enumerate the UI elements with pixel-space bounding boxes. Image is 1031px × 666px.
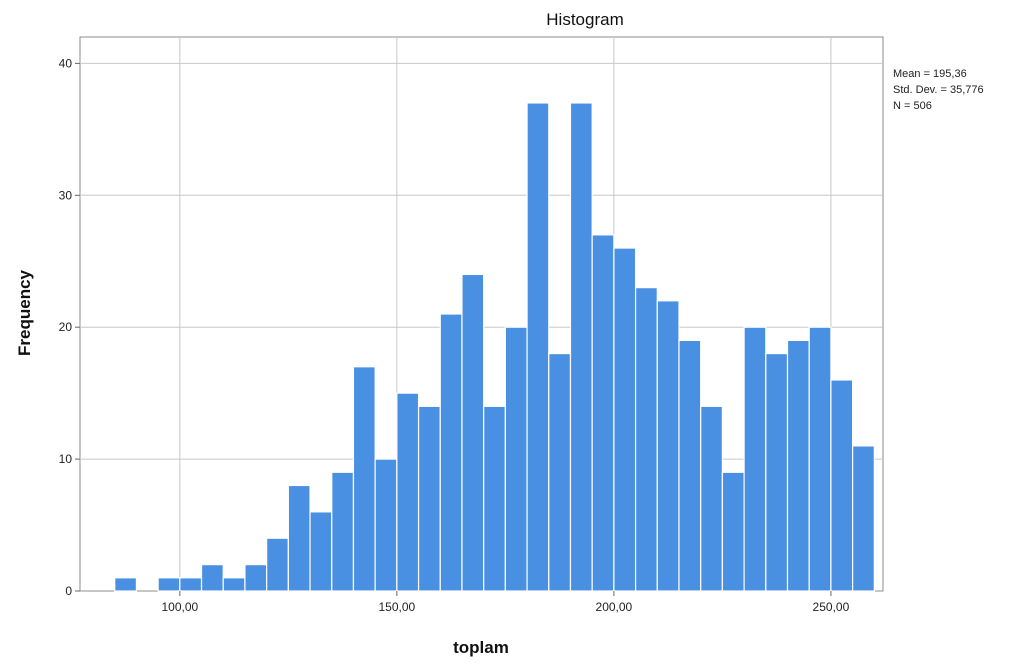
- x-axis-ticks: 100,00 150,00 200,00 250,00: [161, 591, 850, 614]
- histogram-bar: [244, 564, 268, 592]
- histogram-bar: [591, 234, 615, 592]
- histogram-bar: [396, 392, 420, 592]
- histogram-bar: [765, 352, 789, 592]
- histogram-bar: [417, 405, 441, 592]
- histogram-bars: [114, 102, 875, 592]
- n-stat: N = 506: [893, 100, 932, 112]
- histogram-bar: [200, 564, 224, 592]
- y-tick-label: 20: [59, 320, 73, 334]
- chart-title: Histogram: [546, 10, 623, 29]
- y-tick-label: 10: [59, 452, 73, 466]
- histogram-bar: [309, 511, 333, 592]
- histogram-bar: [374, 458, 398, 592]
- histogram-bar: [569, 102, 593, 592]
- y-tick-label: 0: [65, 584, 72, 598]
- histogram-bar: [548, 352, 572, 592]
- x-tick-label: 200,00: [596, 600, 633, 614]
- statistics-legend: Mean = 195,36 Std. Dev. = 35,776 N = 506: [893, 68, 984, 112]
- histogram-bar: [331, 471, 355, 592]
- mean-stat: Mean = 195,36: [893, 68, 967, 80]
- histogram-bar: [266, 537, 289, 592]
- x-tick-label: 100,00: [161, 600, 198, 614]
- histogram-bar: [461, 273, 485, 592]
- y-tick-label: 30: [59, 188, 73, 202]
- histogram-bar: [721, 471, 745, 592]
- histogram-bar: [114, 577, 138, 592]
- x-axis-title: toplam: [453, 638, 509, 657]
- histogram-bar: [743, 326, 767, 592]
- histogram-bar: [830, 379, 854, 592]
- histogram-bar: [656, 300, 680, 592]
- histogram-bar: [808, 326, 832, 592]
- histogram-bar: [504, 326, 528, 592]
- histogram-bar: [439, 313, 463, 592]
- histogram-bar: [786, 339, 810, 592]
- y-tick-label: 40: [59, 56, 73, 70]
- x-tick-label: 250,00: [813, 600, 850, 614]
- histogram-bar: [179, 577, 203, 592]
- std-dev-stat: Std. Dev. = 35,776: [893, 84, 984, 96]
- histogram-bar: [157, 577, 181, 592]
- histogram-bar: [483, 405, 506, 592]
- y-axis-title: Frequency: [15, 269, 34, 356]
- histogram-bar: [700, 405, 724, 592]
- histogram-bar: [222, 577, 246, 592]
- histogram-bar: [287, 484, 311, 592]
- y-axis-ticks: 0 10 20 30 40: [59, 56, 80, 598]
- histogram-bar: [852, 445, 875, 592]
- histogram-bar: [613, 247, 637, 592]
- histogram-bar: [678, 339, 702, 592]
- x-tick-label: 150,00: [379, 600, 416, 614]
- histogram-bar: [352, 366, 376, 592]
- histogram-bar: [526, 102, 550, 592]
- histogram-bar: [634, 287, 658, 592]
